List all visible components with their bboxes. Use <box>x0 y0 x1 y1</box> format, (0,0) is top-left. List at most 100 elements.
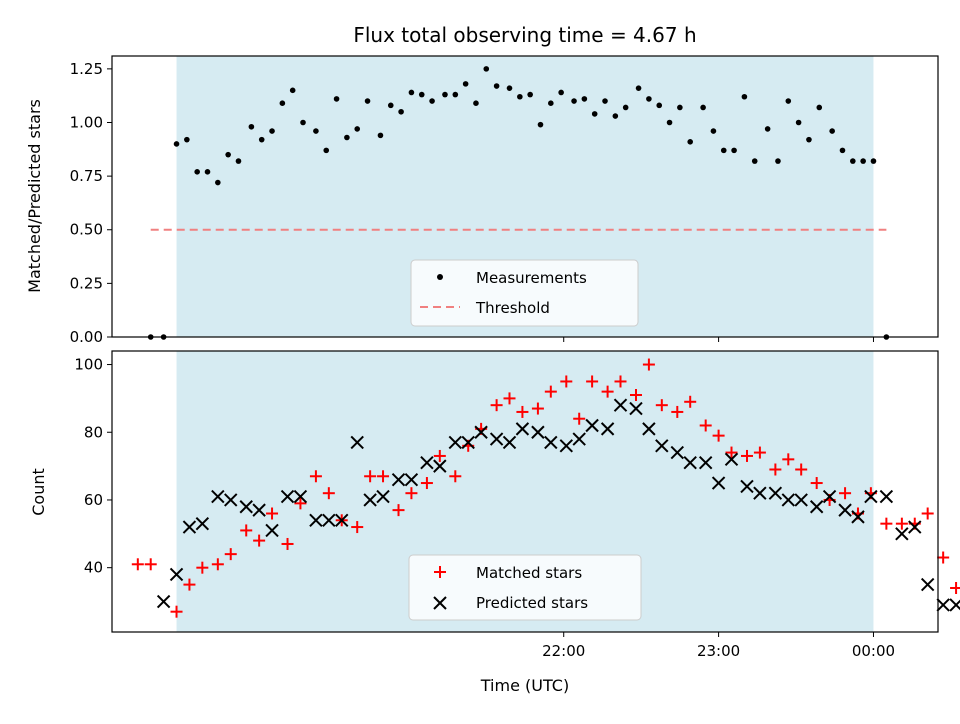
measurement-point <box>452 91 459 98</box>
measurement-point <box>215 179 221 186</box>
measurement-point <box>442 91 448 98</box>
top-measurements <box>147 66 890 340</box>
matched-star-point <box>769 463 782 476</box>
predicted-star-point <box>404 472 419 487</box>
measurement-point <box>558 89 564 96</box>
matched-star-point <box>309 470 322 483</box>
predicted-star-point <box>698 456 713 470</box>
legend-matched-label: Matched stars <box>476 564 582 582</box>
measurement-point <box>816 104 823 111</box>
predicted-star-point <box>683 456 697 470</box>
bottom-x-tick-label: 22:00 <box>542 642 585 660</box>
matched-star-point <box>224 548 237 561</box>
predicted-star-point <box>851 510 865 524</box>
measurement-point <box>377 132 384 139</box>
top-y-tick-label: 1.00 <box>70 113 103 131</box>
matched-star-point <box>671 405 684 418</box>
measurement-point <box>591 111 598 117</box>
measurement-point <box>751 158 758 164</box>
matched-star-point <box>712 429 725 442</box>
predicted-star-point <box>363 493 377 507</box>
predicted-star-point <box>809 500 824 514</box>
measurement-point <box>473 100 479 106</box>
matched-star-point <box>880 517 893 530</box>
predicted-star-point <box>195 516 210 531</box>
matched-star-point <box>839 487 852 500</box>
predicted-star-point <box>224 493 238 507</box>
bottom-legend-box <box>408 554 642 621</box>
legend-measurements-label: Measurements <box>476 269 587 287</box>
predicted-star-point <box>433 459 447 473</box>
matched-star-point <box>684 395 697 408</box>
matched-star-point <box>810 477 823 490</box>
top-panel: Flux total observing time = 4.67 h Match… <box>25 23 939 346</box>
measurement-point <box>622 104 629 111</box>
measurement-point <box>666 119 673 126</box>
measurement-point <box>720 147 727 154</box>
matched-star-point <box>364 470 377 483</box>
measurement-point <box>870 158 877 164</box>
predicted-star-point <box>531 425 545 439</box>
matched-star-point <box>655 399 668 412</box>
matched-star-point <box>937 551 950 564</box>
bottom-matched-stars <box>131 358 960 618</box>
measurement-point <box>517 93 523 100</box>
matched-star-point <box>699 419 712 432</box>
predicted-star-point <box>768 486 783 500</box>
predicted-star-point <box>461 435 475 450</box>
matched-star-point <box>183 578 196 591</box>
predicted-star-point <box>156 594 171 609</box>
matched-star-point <box>503 392 516 405</box>
measurement-point <box>387 102 394 109</box>
measurement-point <box>581 96 588 102</box>
predicted-star-point <box>280 489 295 504</box>
matched-star-point <box>449 470 462 483</box>
matched-star-point <box>281 537 294 550</box>
matched-star-point <box>921 507 934 520</box>
matched-star-point <box>420 477 433 490</box>
measurement-point <box>795 119 802 126</box>
top-chart-title: Flux total observing time = 4.67 h <box>353 23 696 47</box>
bottom-predicted-stars <box>156 398 960 612</box>
matched-star-point <box>377 470 390 483</box>
measurement-point <box>418 91 425 98</box>
matched-star-point <box>433 449 446 462</box>
legend-predicted-marker <box>433 596 447 610</box>
measurement-point <box>571 98 577 104</box>
predicted-star-point <box>920 577 935 592</box>
measurement-point <box>506 85 513 91</box>
legend-predicted-label: Predicted stars <box>476 594 588 612</box>
predicted-star-point <box>322 513 336 527</box>
bottom-y-tick-label: 80 <box>84 423 103 441</box>
top-y-tick-label: 0.50 <box>70 221 103 239</box>
predicted-star-point <box>293 489 308 504</box>
top-legend-box <box>410 259 639 327</box>
top-y-tick-label: 0.75 <box>70 167 103 185</box>
measurement-point <box>184 136 190 143</box>
bottom-y-ticks: 40 60 80 100 <box>74 356 112 577</box>
measurement-point <box>785 98 792 104</box>
matched-star-point <box>392 504 405 517</box>
matched-star-point <box>294 497 307 510</box>
predicted-star-point <box>252 503 266 517</box>
measurement-point <box>806 136 812 143</box>
predicted-star-point <box>239 500 253 514</box>
predicted-star-point <box>544 435 558 450</box>
predicted-star-point <box>559 439 574 453</box>
matched-star-point <box>266 507 279 520</box>
predicted-star-point <box>572 432 586 446</box>
measurement-point <box>602 98 608 104</box>
top-y-tick-label: 0.00 <box>70 328 103 346</box>
bottom-x-tick-label: 23:00 <box>697 642 740 660</box>
matched-star-point <box>795 463 808 476</box>
matched-star-point <box>211 558 224 571</box>
matched-star-point <box>196 561 209 574</box>
measurement-point <box>173 141 180 147</box>
predicted-star-point <box>613 398 628 412</box>
matched-star-point <box>573 412 586 425</box>
matched-star-point <box>782 453 795 466</box>
predicted-star-point <box>908 520 922 534</box>
top-y-tick-label: 0.25 <box>70 274 103 292</box>
predicted-star-point <box>350 435 364 450</box>
